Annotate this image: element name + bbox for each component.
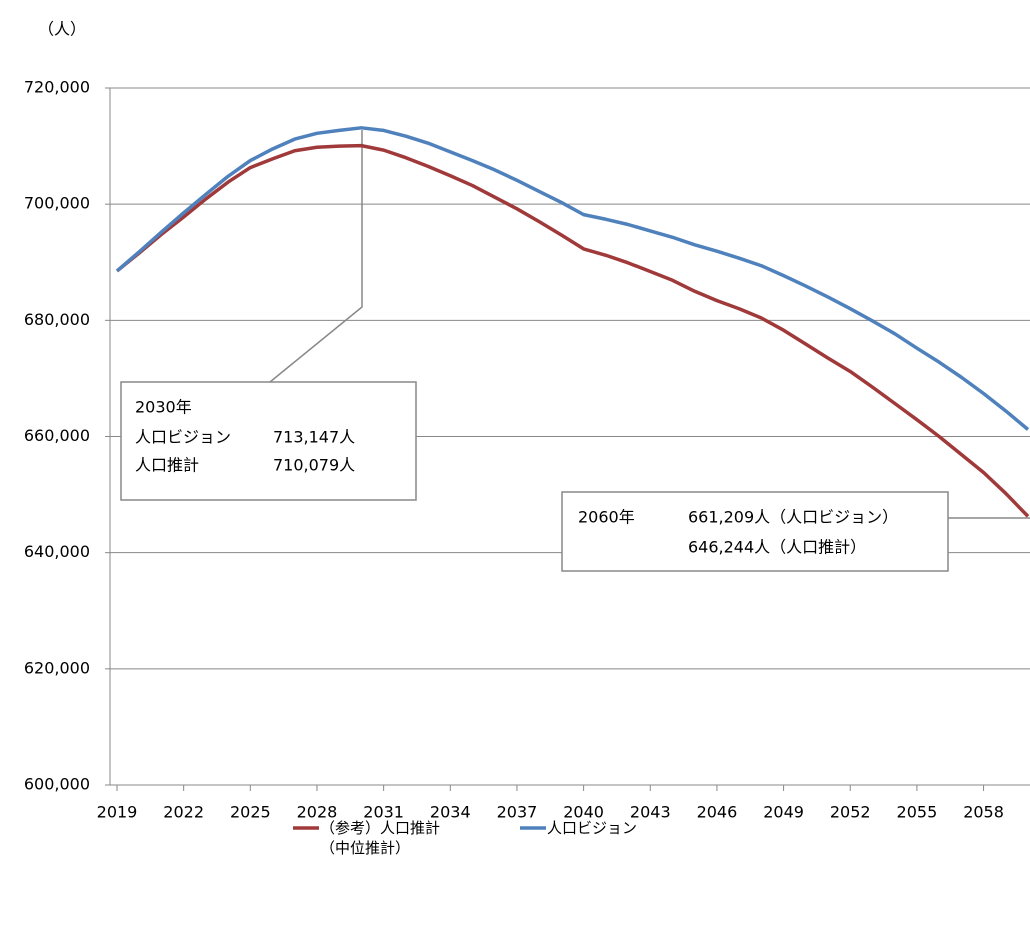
legend-label: 人口ビジョン: [547, 819, 638, 837]
leader-line: [269, 130, 363, 383]
series-line: [115, 143, 1030, 518]
annotation-box: [120, 381, 417, 501]
annotation-text: 2030年: [135, 398, 192, 417]
y-tick-label: 600,000: [24, 775, 90, 794]
annotation-text: 661,209人（人口ビジョン）: [688, 508, 898, 527]
x-tick-label: 2034: [430, 803, 471, 822]
x-tick-label: 2055: [897, 803, 938, 822]
y-tick-label: 720,000: [24, 78, 90, 97]
x-tick-label: 2037: [497, 803, 538, 822]
x-tick-label: 2049: [763, 803, 804, 822]
y-tick-label: 640,000: [24, 542, 90, 561]
unit-label: （人）: [38, 20, 86, 39]
x-tick-label: 2025: [230, 803, 271, 822]
y-tick-label: 700,000: [24, 194, 90, 213]
series-line: [115, 126, 1030, 431]
x-tick-label: 2028: [297, 803, 338, 822]
x-tick-label: 2019: [97, 803, 138, 822]
y-tick-label: 660,000: [24, 426, 90, 445]
annotation-box: [561, 491, 949, 572]
x-tick-label: 2031: [363, 803, 404, 822]
x-tick-label: 2058: [963, 803, 1004, 822]
x-tick-label: 2046: [697, 803, 738, 822]
x-tick-label: 2052: [830, 803, 871, 822]
annotation-text: 人口推計: [135, 456, 199, 475]
annotation-text: 646,244人（人口推計）: [688, 538, 866, 557]
x-tick-label: 2040: [563, 803, 604, 822]
annotation-text: 713,147人: [273, 428, 355, 447]
annotation-text: 710,079人: [273, 456, 355, 475]
x-tick-label: 2022: [163, 803, 204, 822]
annotation-text: 人口ビジョン: [135, 428, 231, 447]
y-tick-label: 620,000: [24, 658, 90, 677]
y-tick-label: 680,000: [24, 310, 90, 329]
legend-label: （参考）人口推計 （中位推計）: [320, 819, 441, 857]
annotation-text: 2060年: [578, 508, 635, 527]
x-tick-label: 2043: [630, 803, 671, 822]
